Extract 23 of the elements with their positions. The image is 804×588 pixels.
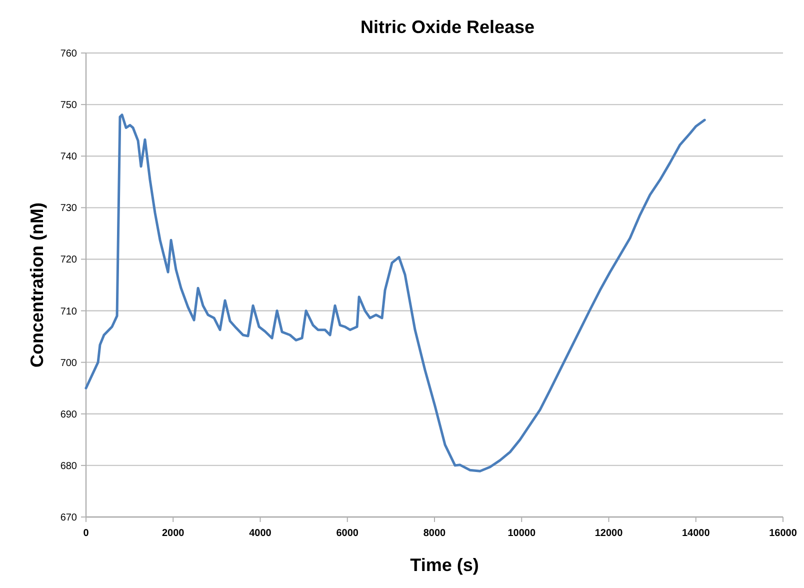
x-tick-label: 12000 bbox=[594, 528, 624, 539]
x-axis-title: Time (s) bbox=[410, 555, 479, 575]
x-tick-label: 0 bbox=[83, 528, 90, 539]
line-series bbox=[84, 114, 706, 472]
x-tick-label: 8000 bbox=[423, 528, 446, 539]
x-tick-label: 14000 bbox=[682, 528, 710, 539]
y-tick-label: 730 bbox=[60, 203, 78, 214]
y-tick-label: 700 bbox=[60, 358, 78, 369]
y-tick-label: 680 bbox=[60, 460, 78, 472]
x-tick-label: 10000 bbox=[508, 528, 536, 539]
x-tick-label: 6000 bbox=[336, 528, 359, 539]
x-tick-label: 4000 bbox=[249, 528, 272, 539]
y-tick-label: 710 bbox=[60, 306, 78, 318]
y-tick-label: 690 bbox=[60, 409, 78, 420]
y-tick-label: 750 bbox=[60, 100, 78, 112]
chart-title: Nitric Oxide Release bbox=[360, 17, 535, 37]
x-tick-label: 2000 bbox=[162, 528, 185, 539]
y-tick-label: 760 bbox=[60, 48, 78, 60]
y-axis-title: Concentration (nM) bbox=[27, 202, 47, 368]
y-tick-label: 720 bbox=[60, 254, 78, 266]
y-tick-label: 740 bbox=[60, 152, 78, 163]
x-tick-label: 16000 bbox=[769, 528, 798, 539]
y-tick-label: 670 bbox=[60, 512, 78, 524]
